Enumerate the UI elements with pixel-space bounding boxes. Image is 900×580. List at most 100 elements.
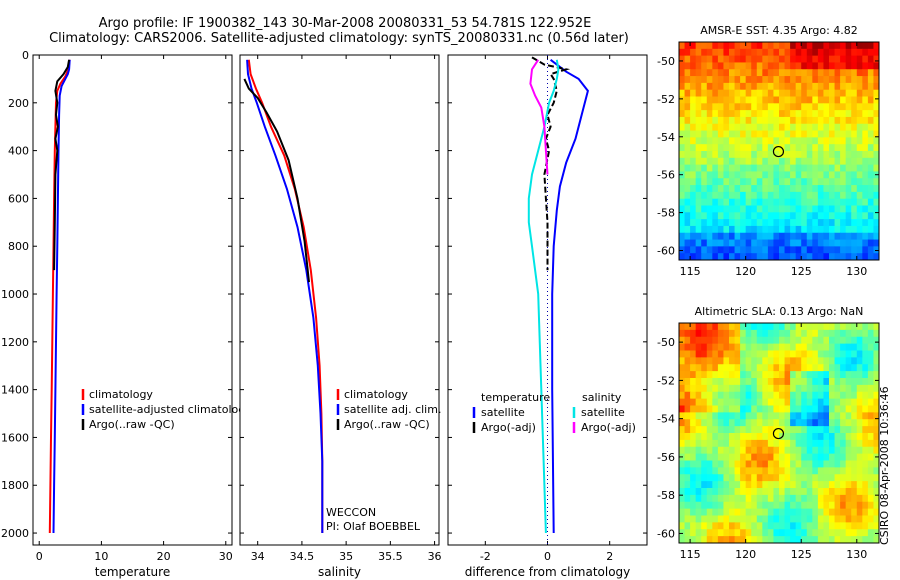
heatmap-cell — [684, 488, 691, 496]
heatmap-cell — [845, 225, 852, 234]
heatmap-cell — [773, 329, 780, 338]
heatmap-cell — [690, 191, 697, 200]
heatmap-cell — [845, 536, 852, 544]
heatmap-cell — [734, 171, 741, 179]
heatmap-cell — [679, 103, 686, 111]
heatmap-cell — [845, 116, 852, 125]
heatmap-cell — [801, 391, 808, 400]
heatmap-cell — [806, 488, 813, 496]
heatmap-cell — [845, 42, 852, 50]
heatmap-cell — [706, 191, 713, 200]
x-tick-label: 120 — [735, 548, 756, 561]
heatmap-cell — [845, 384, 852, 393]
heatmap-cell — [729, 198, 736, 206]
heatmap-cell — [756, 453, 763, 462]
heatmap-cell — [729, 488, 736, 496]
heatmap-cell — [840, 446, 847, 455]
heatmap-cell — [856, 529, 863, 537]
heatmap-cell — [823, 103, 830, 111]
heatmap-cell — [829, 232, 836, 241]
heatmap-cell — [790, 89, 797, 97]
heatmap-cell — [684, 350, 691, 358]
heatmap-cell — [679, 69, 686, 77]
heatmap-cell — [679, 116, 686, 125]
heatmap-cell — [795, 164, 802, 172]
heatmap-cell — [795, 144, 802, 152]
heatmap-cell — [812, 151, 819, 159]
heatmap-cell — [840, 398, 847, 407]
heatmap-cell — [745, 405, 752, 413]
heatmap-cell — [751, 378, 758, 386]
heatmap-cell — [862, 62, 869, 70]
heatmap-cell — [817, 82, 824, 91]
heatmap-cell — [801, 164, 808, 172]
heatmap-cell — [779, 76, 786, 84]
heatmap-cell — [729, 55, 736, 63]
heatmap-cell — [840, 467, 847, 475]
heatmap-cell — [706, 239, 713, 247]
heatmap-cell — [779, 96, 786, 104]
heatmap-cell — [773, 419, 780, 427]
heatmap-cell — [751, 522, 758, 530]
heatmap-cell — [690, 205, 697, 213]
heatmap-cell — [701, 384, 708, 393]
heatmap-cell — [745, 82, 752, 91]
heatmap-cell — [684, 55, 691, 63]
heatmap-cell — [684, 198, 691, 206]
heatmap-cell — [706, 474, 713, 482]
heatmap-cell — [784, 522, 791, 530]
float-position-marker — [772, 145, 785, 158]
heatmap-cell — [751, 412, 758, 420]
heatmap-cell — [723, 103, 730, 111]
heatmap-cell — [840, 405, 847, 413]
heatmap-cell — [745, 178, 752, 186]
heatmap-cell — [762, 460, 769, 468]
heatmap-cell — [873, 467, 880, 475]
heatmap-cell — [795, 405, 802, 413]
heatmap-cell — [873, 323, 880, 331]
heatmap-cell — [679, 62, 686, 70]
heatmap-cell — [701, 357, 708, 365]
heatmap-cell — [856, 219, 863, 227]
heatmap-cell — [756, 501, 763, 510]
heatmap-cell — [679, 474, 686, 482]
heatmap-cell — [762, 239, 769, 247]
heatmap-cell — [695, 329, 702, 338]
heatmap-cell — [856, 323, 863, 331]
heatmap-cell — [790, 384, 797, 393]
heatmap-cell — [762, 522, 769, 530]
heatmap-cell — [712, 343, 719, 352]
heatmap-cell — [717, 323, 724, 331]
heatmap-cell — [684, 232, 691, 241]
heatmap-cell — [840, 384, 847, 393]
heatmap-cell — [829, 364, 836, 372]
heatmap-cell — [701, 55, 708, 63]
heatmap-cell — [851, 205, 858, 213]
heatmap-cell — [767, 343, 774, 352]
heatmap-cell — [684, 384, 691, 393]
heatmap-cell — [806, 82, 813, 91]
heatmap-cell — [706, 419, 713, 427]
heatmap-cell — [701, 446, 708, 455]
heatmap-cell — [795, 185, 802, 193]
heatmap-cell — [851, 378, 858, 386]
heatmap-cell — [773, 474, 780, 482]
heatmap-cell — [762, 137, 769, 145]
heatmap-cell — [745, 62, 752, 70]
heatmap-cell — [873, 433, 880, 441]
heatmap-cell — [829, 110, 836, 118]
heatmap-cell — [801, 82, 808, 91]
heatmap-cell — [706, 116, 713, 125]
heatmap-cell — [729, 371, 736, 379]
heatmap-cell — [790, 246, 797, 254]
heatmap-cell — [817, 529, 824, 537]
heatmap-cell — [779, 488, 786, 496]
heatmap-cell — [840, 157, 847, 166]
heatmap-cell — [734, 185, 741, 193]
heatmap-cell — [712, 232, 719, 241]
heatmap-cell — [834, 336, 841, 345]
heatmap-cell — [817, 239, 824, 247]
heatmap-cell — [801, 123, 808, 132]
heatmap-cell — [817, 364, 824, 372]
heatmap-cell — [762, 55, 769, 63]
